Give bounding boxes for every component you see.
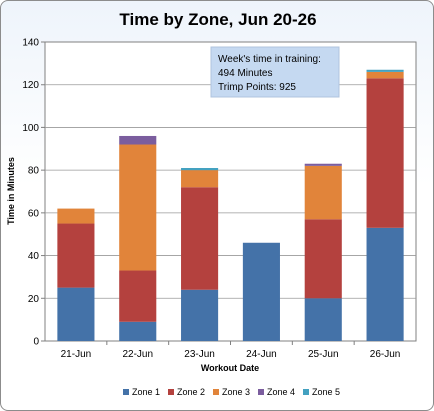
- bar-segment: [181, 289, 219, 341]
- bar-segment: [119, 144, 157, 271]
- y-tick-label: 20: [28, 294, 40, 305]
- annotation-line: 494 Minutes: [218, 68, 272, 79]
- legend: Zone 1 Zone 2 Zone 3 Zone 4 Zone 5: [123, 387, 340, 397]
- x-tick-label: 24-Jun: [246, 349, 277, 360]
- legend-swatch: [213, 389, 219, 395]
- bar-segment: [304, 298, 342, 341]
- y-tick-label: 0: [33, 337, 39, 348]
- bar-segment: [57, 223, 95, 288]
- bar-segment: [304, 163, 342, 166]
- y-axis-title: Time in Minutes: [6, 157, 16, 225]
- bar-segment: [57, 287, 95, 341]
- bar-segment: [57, 208, 95, 224]
- y-tick-label: 40: [28, 251, 40, 262]
- bar-segment: [366, 78, 404, 228]
- legend-swatch: [168, 389, 174, 395]
- legend-swatch: [258, 389, 264, 395]
- annotation-line: Week's time in training:: [218, 54, 321, 65]
- chart-title: Time by Zone, Jun 20-26: [119, 10, 316, 29]
- legend-label: Zone 3: [222, 387, 250, 397]
- bar-segment: [119, 321, 157, 341]
- annotation-box: Week's time in training: 494 Minutes Tri…: [210, 46, 340, 98]
- x-tick-labels: 21-Jun 22-Jun 23-Jun 24-Jun 25-Jun 26-Jun: [61, 349, 401, 360]
- bar-segment: [304, 219, 342, 299]
- bar-segment: [242, 242, 280, 341]
- x-tick-label: 26-Jun: [370, 349, 401, 360]
- legend-swatch: [303, 389, 309, 395]
- y-tick-label: 120: [22, 80, 39, 91]
- bar-segment: [181, 168, 219, 171]
- bar-segment: [119, 135, 157, 145]
- bar-segment: [181, 170, 219, 188]
- x-tick-label: 21-Jun: [61, 349, 92, 360]
- y-tick-label: 60: [28, 208, 40, 219]
- legend-label: Zone 4: [267, 387, 295, 397]
- gridlines: [41, 41, 416, 345]
- annotation-background: [210, 46, 340, 98]
- y-tick-labels: 0 20 40 60 80 100 120 140: [22, 38, 39, 348]
- bar-segment: [119, 270, 157, 322]
- legend-label: Zone 5: [312, 387, 340, 397]
- bars: [57, 69, 404, 341]
- annotation-line: Trimp Points: 925: [218, 82, 296, 93]
- x-axis-title: Workout Date: [201, 363, 259, 373]
- y-tick-label: 100: [22, 123, 39, 134]
- bar-segment: [304, 165, 342, 220]
- legend-swatch: [123, 389, 129, 395]
- legend-label: Zone 2: [177, 387, 205, 397]
- bar-segment: [366, 69, 404, 72]
- x-tick-label: 22-Jun: [122, 349, 153, 360]
- y-tick-label: 140: [22, 38, 39, 49]
- bar-segment: [366, 227, 404, 341]
- bar-segment: [366, 71, 404, 79]
- x-tick-label: 23-Jun: [184, 349, 215, 360]
- legend-label: Zone 1: [132, 387, 160, 397]
- x-tick-label: 25-Jun: [308, 349, 339, 360]
- bar-segment: [181, 187, 219, 290]
- y-tick-label: 80: [28, 166, 40, 177]
